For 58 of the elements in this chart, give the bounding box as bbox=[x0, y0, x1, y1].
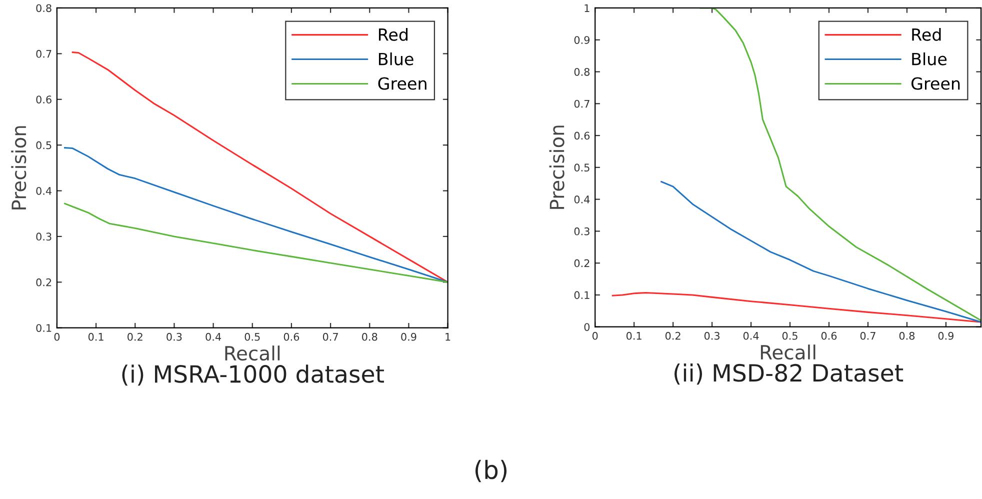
x-tick-label: 0.4 bbox=[206, 332, 221, 341]
x-tick-label: 0.6 bbox=[284, 332, 300, 341]
x-tick-label: 0.9 bbox=[401, 332, 416, 341]
x-axis-title: Recall bbox=[225, 346, 280, 361]
x-tick-label: 0.5 bbox=[244, 332, 260, 341]
y-tick-label: 0.7 bbox=[36, 50, 52, 58]
y-axis-title: Precision bbox=[11, 126, 26, 210]
legend-label: Red bbox=[378, 28, 408, 41]
text: (ii) MSD-82 Dataset bbox=[674, 364, 904, 385]
y-tick-label: 0.4 bbox=[36, 186, 52, 195]
y-tick-label: 0.7 bbox=[574, 100, 590, 108]
x-tick-label: 0 bbox=[592, 332, 598, 340]
y-tick-label: 0.1 bbox=[36, 324, 52, 332]
y-tick-label: 0 bbox=[584, 323, 590, 331]
y-tick-label: 0.5 bbox=[36, 141, 52, 150]
x-tick-label: 0.6 bbox=[821, 332, 837, 340]
y-tick-label: 0.5 bbox=[574, 164, 590, 172]
x-tick-label: 1 bbox=[446, 333, 450, 341]
y-tick-label: 0.6 bbox=[574, 132, 590, 140]
y-tick-label: 0.8 bbox=[574, 68, 590, 76]
y-tick-label: 1 bbox=[584, 4, 590, 12]
legend-label: Red bbox=[912, 28, 941, 41]
x-tick-label: 0.9 bbox=[938, 332, 954, 340]
line-series bbox=[64, 147, 448, 283]
y-tick-label: 0.6 bbox=[36, 96, 52, 104]
x-tick-label: 0.5 bbox=[782, 332, 798, 340]
y-tick-label: 0.4 bbox=[574, 196, 590, 204]
legend-label: Blue bbox=[378, 52, 414, 66]
text: (i) MSRA-1000 dataset bbox=[122, 364, 384, 386]
legend-label: Green bbox=[378, 77, 426, 90]
line-series bbox=[64, 202, 448, 283]
line-series bbox=[72, 52, 448, 283]
y-tick-label: 0.8 bbox=[36, 4, 52, 12]
y-tick-label: 0.3 bbox=[36, 232, 52, 241]
legend-label: Green bbox=[911, 77, 960, 90]
y-tick-label: 0.1 bbox=[574, 291, 590, 300]
line-series bbox=[660, 181, 982, 323]
text: (b) bbox=[475, 460, 507, 482]
y-axis-title: Precision bbox=[549, 126, 564, 209]
x-tick-label: 0.4 bbox=[743, 332, 759, 340]
x-tick-label: 0.1 bbox=[88, 332, 104, 341]
y-tick-label: 0.2 bbox=[574, 259, 590, 268]
line-series bbox=[612, 292, 982, 323]
legend-label: Blue bbox=[912, 52, 947, 66]
x-tick-label: 0.2 bbox=[665, 332, 680, 340]
y-tick-label: 0.3 bbox=[574, 227, 590, 236]
x-tick-label: 0.3 bbox=[704, 332, 720, 340]
x-tick-label: 0.8 bbox=[899, 332, 915, 340]
y-tick-label: 0.2 bbox=[36, 278, 52, 286]
x-tick-label: 0.3 bbox=[166, 332, 182, 341]
x-tick-label: 0.7 bbox=[860, 332, 876, 340]
x-axis-title: Recall bbox=[760, 344, 816, 360]
x-tick-label: 0.1 bbox=[626, 332, 642, 340]
x-tick-label: 0 bbox=[54, 332, 60, 341]
x-tick-label: 0.8 bbox=[362, 332, 378, 341]
x-tick-label: 0.7 bbox=[322, 332, 338, 341]
y-tick-label: 0.9 bbox=[574, 36, 590, 44]
x-tick-label: 0.2 bbox=[128, 332, 142, 341]
